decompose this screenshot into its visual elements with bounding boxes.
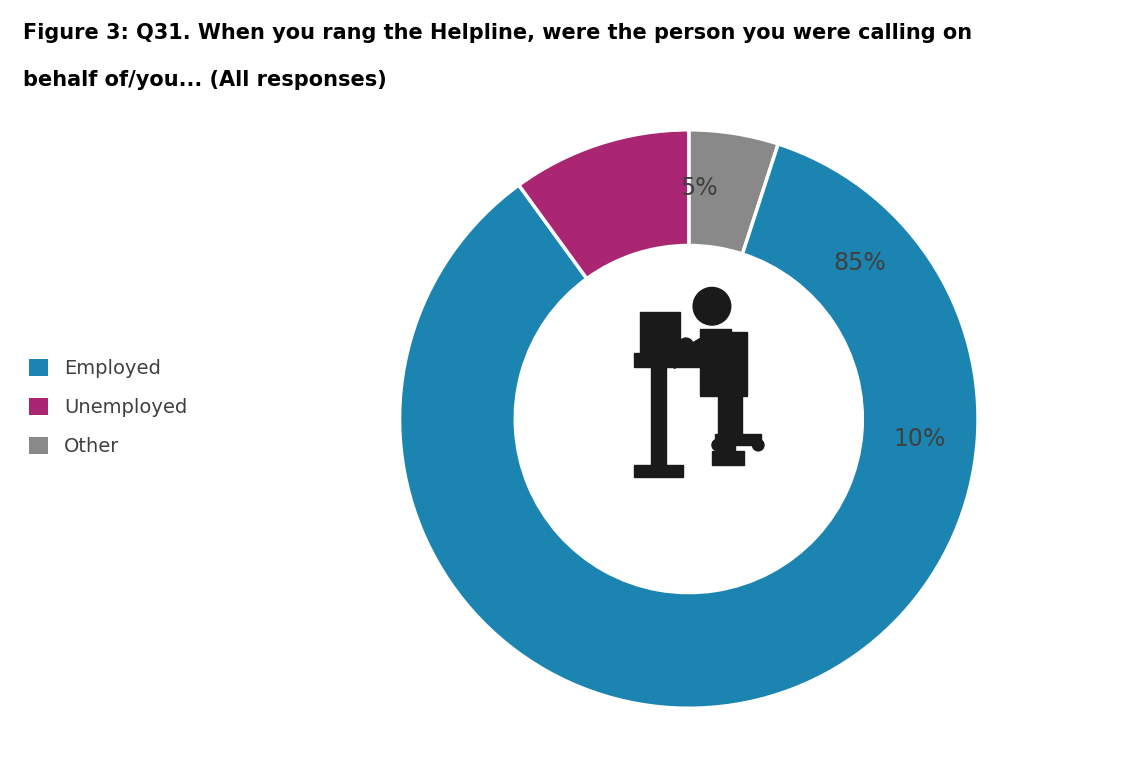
Polygon shape (712, 451, 744, 466)
Circle shape (693, 287, 731, 325)
Text: 5%: 5% (680, 176, 718, 200)
Circle shape (712, 439, 723, 451)
Polygon shape (715, 434, 761, 445)
Wedge shape (519, 130, 689, 279)
Polygon shape (700, 379, 735, 396)
Text: Figure 3: Q31. When you rang the Helpline, were the person you were calling on: Figure 3: Q31. When you rang the Helplin… (23, 23, 972, 43)
Polygon shape (734, 396, 743, 434)
Wedge shape (689, 130, 778, 254)
Polygon shape (634, 466, 683, 477)
Circle shape (515, 245, 862, 593)
Wedge shape (400, 144, 978, 708)
Polygon shape (639, 312, 680, 352)
Polygon shape (651, 367, 666, 466)
Text: behalf of/you... (All responses): behalf of/you... (All responses) (23, 70, 387, 90)
Legend: Employed, Unemployed, Other: Employed, Unemployed, Other (21, 351, 195, 464)
Text: 10%: 10% (893, 428, 946, 451)
Circle shape (678, 338, 693, 352)
Polygon shape (672, 337, 706, 369)
Circle shape (752, 439, 765, 451)
Polygon shape (731, 332, 746, 396)
Polygon shape (718, 396, 735, 451)
Text: 85%: 85% (833, 251, 886, 275)
Polygon shape (700, 329, 731, 379)
Polygon shape (634, 352, 704, 367)
